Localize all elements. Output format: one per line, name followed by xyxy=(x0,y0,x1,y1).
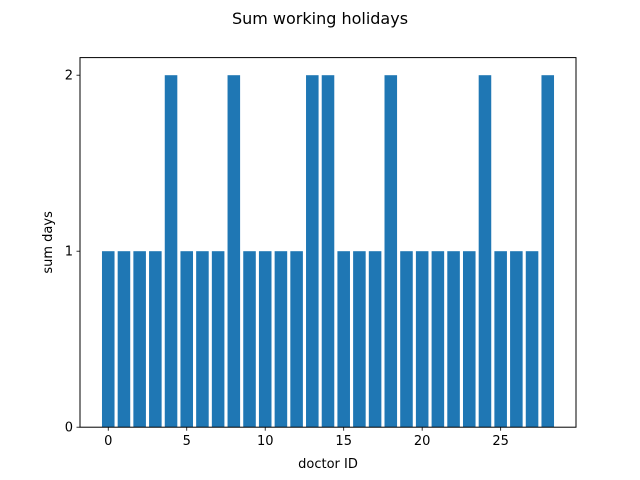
x-tick-label: 10 xyxy=(257,434,274,449)
y-tick-label: 0 xyxy=(65,421,73,436)
bar-doctor-28 xyxy=(541,75,555,428)
bar-doctor-13 xyxy=(306,75,319,428)
bar-doctor-15 xyxy=(337,251,350,428)
bar-doctor-3 xyxy=(149,251,162,428)
x-axis-label: doctor ID xyxy=(298,457,358,472)
x-tick-label: 25 xyxy=(492,434,509,449)
chart-title: Sum working holidays xyxy=(232,9,408,28)
bar-doctor-20 xyxy=(415,251,429,428)
bar-doctor-25 xyxy=(494,251,507,428)
bar-doctor-21 xyxy=(431,251,445,428)
bar-doctor-11 xyxy=(274,251,288,428)
bar-doctor-23 xyxy=(462,251,476,428)
bar-doctor-24 xyxy=(478,75,492,428)
bar-doctor-7 xyxy=(211,251,225,428)
y-axis-label: sum days xyxy=(41,211,56,274)
x-tick-label: 5 xyxy=(183,434,191,449)
bar-doctor-12 xyxy=(290,251,303,428)
bar-doctor-14 xyxy=(321,75,335,428)
bar-doctor-10 xyxy=(258,251,272,428)
y-tick-label: 1 xyxy=(65,245,73,260)
bar-doctor-26 xyxy=(510,251,523,428)
x-tick-label: 20 xyxy=(414,434,431,449)
bar-doctor-22 xyxy=(447,251,460,428)
bar-doctor-6 xyxy=(196,251,209,428)
plot-frame xyxy=(79,57,577,428)
bar-doctor-19 xyxy=(400,251,413,428)
bar-doctor-8 xyxy=(227,75,241,428)
x-axis-ticks: 0 5 10 15 20 25 xyxy=(104,427,509,449)
x-tick-label: 0 xyxy=(104,434,112,449)
bar-doctor-0 xyxy=(101,251,115,428)
bar-doctor-5 xyxy=(180,251,194,428)
bar-doctor-4 xyxy=(164,75,178,428)
bar-doctor-17 xyxy=(368,251,382,428)
bar-doctor-16 xyxy=(353,251,366,428)
y-axis-ticks: 0 1 2 xyxy=(65,69,80,436)
y-tick-label: 2 xyxy=(65,69,73,84)
bars-group xyxy=(101,75,555,428)
bar-doctor-9 xyxy=(243,251,256,428)
bar-doctor-2 xyxy=(133,251,146,428)
x-tick-label: 15 xyxy=(335,434,352,449)
bar-doctor-18 xyxy=(384,75,398,428)
bar-doctor-1 xyxy=(117,251,131,428)
bar-doctor-27 xyxy=(525,251,539,428)
